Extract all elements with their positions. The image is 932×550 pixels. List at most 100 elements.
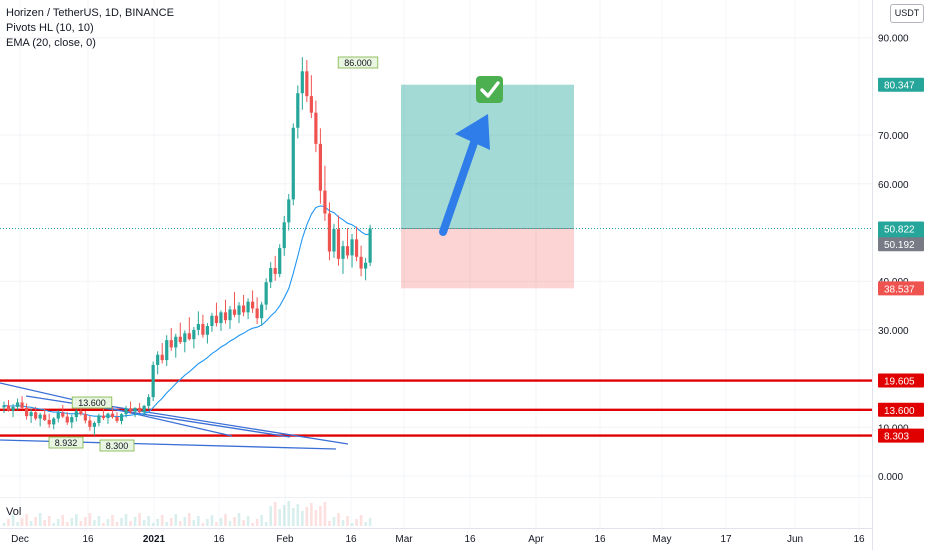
volume-bar [332, 517, 336, 526]
volume-bar [219, 518, 223, 526]
volume-bar [346, 516, 349, 526]
indicator-ema[interactable]: EMA (20, close, 0) [6, 37, 96, 49]
candle-body [101, 415, 106, 419]
support-price-label-bg [878, 402, 924, 417]
candle [345, 228, 350, 259]
volume-bar [52, 523, 56, 526]
volume-bar [197, 516, 200, 526]
candle-body [345, 246, 350, 256]
candle-body [318, 143, 322, 191]
candle [323, 165, 327, 221]
support-price-label: 13.600 [884, 406, 915, 417]
candle [115, 412, 119, 423]
volume-bar [151, 523, 155, 526]
volume-bar [323, 502, 327, 526]
target-arrow-shaft [439, 133, 480, 236]
candle [255, 297, 259, 325]
candle-body [205, 326, 209, 335]
candle-body [79, 411, 83, 415]
candle [174, 333, 178, 358]
volume-bar [310, 503, 313, 526]
candle [237, 302, 241, 324]
volume-bar [278, 509, 282, 526]
candle [160, 343, 164, 364]
candle-body [106, 413, 110, 419]
stop-price-label: 38.537 [884, 284, 915, 295]
candle [119, 413, 124, 425]
candle [97, 413, 101, 427]
candle [296, 85, 300, 139]
volume-bar [319, 506, 322, 526]
check-icon [476, 76, 503, 103]
candle-body [327, 213, 332, 252]
volume-bar [43, 520, 46, 526]
volume-bar [314, 510, 318, 526]
volume-bar [359, 515, 363, 526]
volume-bar [188, 513, 191, 526]
ema-price-label: 50.192 [884, 240, 915, 251]
candle [15, 398, 20, 411]
candle [183, 330, 187, 353]
volume-bar [38, 513, 42, 526]
volume-bar [106, 519, 110, 526]
candle-body [65, 416, 69, 423]
candle-body [264, 282, 268, 305]
candle-body [178, 336, 182, 343]
candle [260, 301, 264, 326]
volume-bar [296, 504, 300, 526]
candle [74, 409, 78, 422]
symbol-title[interactable]: Horizen / TetherUS, 1D, BINANCE [6, 7, 174, 19]
candle [156, 351, 160, 375]
volume-bar [115, 522, 119, 526]
currency-button[interactable]: USDT [890, 4, 924, 23]
candle-body [237, 305, 241, 315]
candle-body [305, 71, 309, 97]
volume-bar [133, 517, 137, 526]
candle-body [160, 354, 164, 361]
candle-body [260, 304, 264, 319]
volume-label[interactable]: Vol [6, 506, 22, 518]
volume-bar [273, 502, 277, 526]
candle [2, 401, 6, 414]
candle [205, 323, 209, 344]
candle [327, 202, 332, 261]
volume-bar [124, 514, 128, 526]
candle [273, 255, 277, 281]
volume-bar [120, 518, 123, 526]
volume-bar [215, 522, 218, 526]
candle-body [169, 340, 173, 348]
volume-bar [7, 519, 10, 526]
candle [300, 57, 304, 110]
indicator-pivots[interactable]: Pivots HL (10, 10) [6, 22, 94, 34]
target-price-label: 80.347 [884, 81, 915, 92]
volume-bar [246, 516, 250, 526]
stop-loss-zone [401, 228, 574, 289]
candle-body [336, 229, 341, 259]
candle-body [34, 412, 38, 419]
volume-bar [169, 518, 173, 526]
candle [187, 317, 191, 341]
candle [169, 327, 173, 351]
candle [165, 335, 169, 366]
candle [6, 400, 11, 412]
volume-bar [102, 523, 105, 526]
candle-body [174, 336, 178, 348]
candle-body [6, 405, 11, 411]
volume-bar [11, 515, 15, 526]
trend-line [25, 395, 291, 438]
candle [368, 224, 372, 267]
pivot-low-label: 8.932 [55, 438, 78, 448]
candle-body [119, 414, 124, 421]
volume-bar [350, 523, 354, 526]
candle-body [368, 228, 372, 263]
volume-bar [305, 507, 309, 526]
candle-body [115, 417, 119, 421]
candle [219, 310, 223, 331]
candle [264, 278, 268, 310]
candle-body [309, 96, 313, 113]
candle [124, 405, 128, 418]
volume-bar [97, 516, 101, 526]
candle [192, 326, 196, 349]
